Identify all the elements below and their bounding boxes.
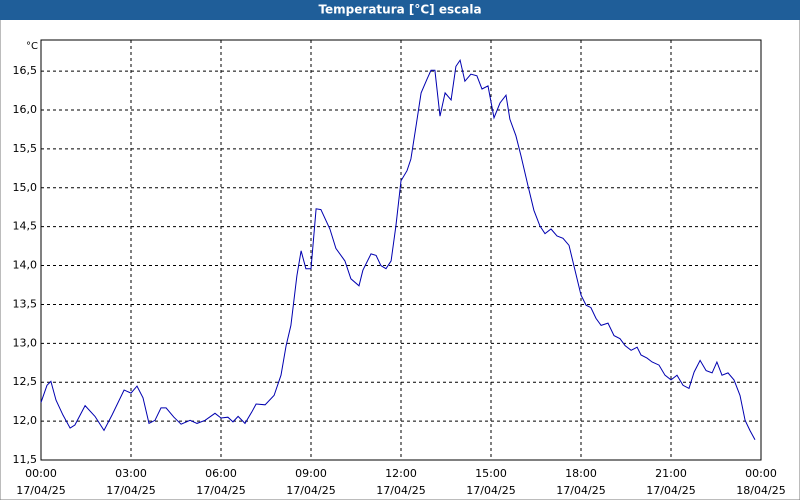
- y-tick-label: 11,5: [13, 453, 38, 466]
- x-tick-label: 12:00: [385, 467, 417, 480]
- x-tick-label: 00:00: [25, 467, 57, 480]
- x-tick-label: 15:00: [475, 467, 507, 480]
- x-tick-date: 17/04/25: [556, 484, 605, 497]
- x-tick-date: 17/04/25: [286, 484, 335, 497]
- x-tick-date: 17/04/25: [106, 484, 155, 497]
- y-tick-label: 12,5: [13, 375, 38, 388]
- x-tick-label: 06:00: [205, 467, 237, 480]
- x-tick-label: 21:00: [655, 467, 687, 480]
- x-tick-date: 17/04/25: [196, 484, 245, 497]
- x-tick-date: 18/04/25: [736, 484, 785, 497]
- x-tick-label: 03:00: [115, 467, 147, 480]
- y-tick-label: 14,0: [13, 259, 38, 272]
- x-tick-date: 17/04/25: [466, 484, 515, 497]
- y-tick-label: 15,5: [13, 142, 38, 155]
- y-tick-label: 12,0: [13, 414, 38, 427]
- x-tick-label: 00:00: [745, 467, 777, 480]
- data-line: [40, 58, 756, 441]
- y-tick-label: 15,0: [13, 181, 38, 194]
- y-unit: °C: [26, 41, 38, 52]
- y-tick-label: 16,0: [13, 103, 38, 116]
- chart-title: Temperatura [°C] escala: [318, 3, 481, 17]
- y-tick-label: 16,5: [13, 64, 38, 77]
- y-tick-label: 14,5: [13, 220, 38, 233]
- x-tick-date: 17/04/25: [646, 484, 695, 497]
- x-tick-date: 17/04/25: [376, 484, 425, 497]
- title-bar: [0, 0, 800, 20]
- y-tick-label: 13,5: [13, 297, 38, 310]
- x-tick-label: 18:00: [565, 467, 597, 480]
- y-tick-label: 13,0: [13, 336, 38, 349]
- x-tick-label: 09:00: [295, 467, 327, 480]
- x-tick-date: 17/04/25: [16, 484, 65, 497]
